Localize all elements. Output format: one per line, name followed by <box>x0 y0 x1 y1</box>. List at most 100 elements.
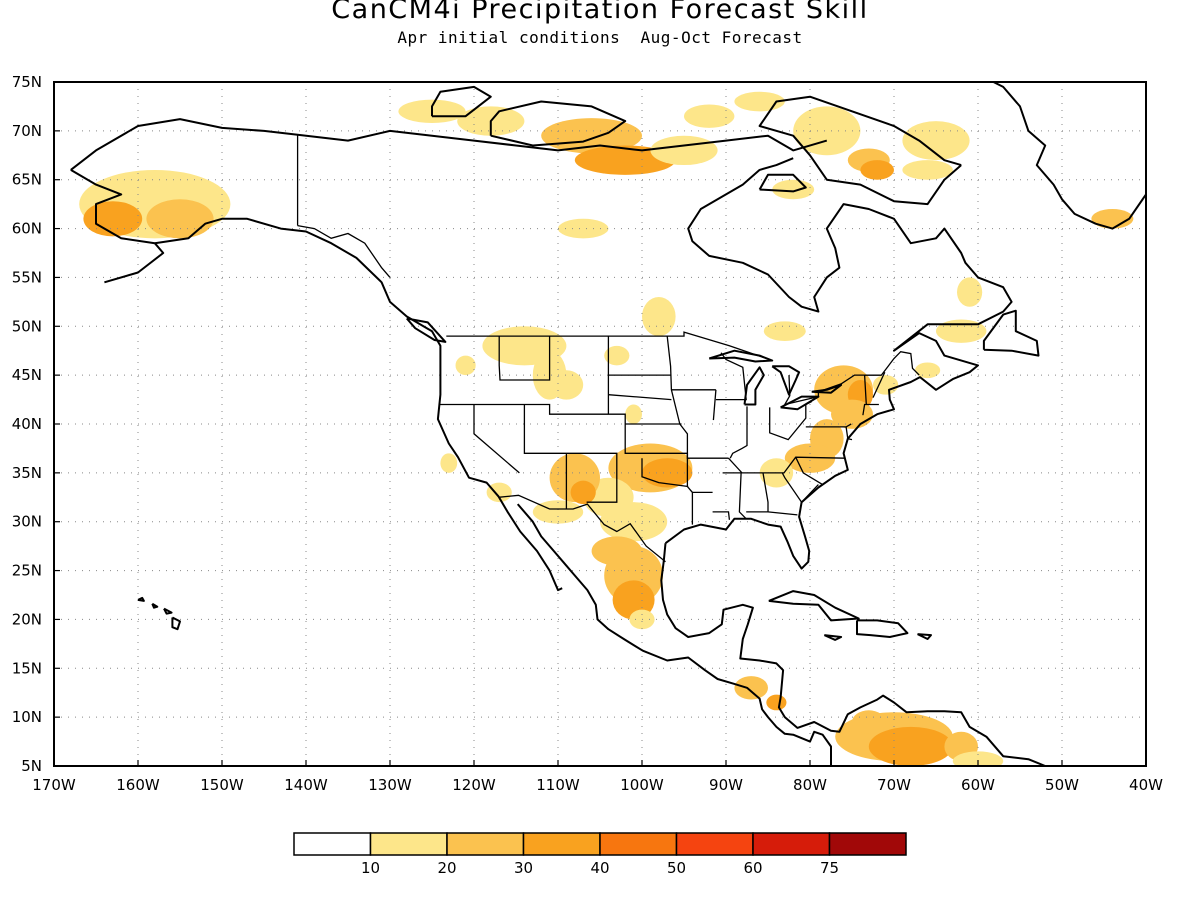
state-boundary <box>523 404 618 503</box>
coastline <box>431 85 492 118</box>
state-boundary <box>666 336 694 525</box>
state-boundary <box>845 426 853 441</box>
state-boundary <box>446 331 773 362</box>
colorbar-swatch <box>293 832 372 856</box>
lat-label-40n: 40N <box>12 415 42 433</box>
skill-region <box>873 375 899 395</box>
lon-label-140w: 140W <box>284 776 328 794</box>
lon-label-150w: 150W <box>200 776 244 794</box>
state-boundary <box>795 456 823 486</box>
lat-label-75n: 75N <box>12 73 42 91</box>
colorbar-label: 75 <box>820 859 839 877</box>
skill-region <box>625 404 642 424</box>
colorbar-swatch <box>828 832 907 856</box>
skill-region <box>574 145 676 175</box>
colorbar-legend: 10 20 30 40 50 60 75 <box>293 832 907 877</box>
coastline <box>768 590 860 622</box>
coastline <box>982 309 1040 357</box>
lat-label-70n: 70N <box>12 122 42 140</box>
colorbar-label: 40 <box>590 859 609 877</box>
skill-region <box>902 160 953 180</box>
coastline <box>771 365 801 396</box>
colorbar-label: 20 <box>437 859 456 877</box>
state-boundary <box>641 458 689 488</box>
coastline <box>917 633 932 640</box>
skill-region <box>642 458 693 488</box>
skill-region <box>772 179 815 200</box>
skill-region <box>600 502 668 542</box>
coastline <box>743 366 765 406</box>
skill-region <box>650 135 718 166</box>
skill-region <box>558 218 609 239</box>
skill-region <box>440 453 458 473</box>
skill-region <box>532 500 584 524</box>
lat-label-45n: 45N <box>12 366 42 384</box>
skill-region <box>957 277 983 307</box>
state-boundary <box>746 472 769 513</box>
coastline <box>758 173 807 193</box>
lon-label-40w: 40W <box>1129 776 1163 794</box>
skill-region <box>486 482 512 503</box>
skill-region <box>831 399 873 429</box>
skill-region <box>763 321 806 341</box>
coastline <box>991 82 1146 230</box>
skill-region <box>915 362 941 379</box>
coastline <box>758 95 962 206</box>
state-boundary <box>783 350 920 406</box>
grid-lines <box>54 82 1146 766</box>
lon-label-110w: 110W <box>536 776 580 794</box>
lon-label-50w: 50W <box>1045 776 1079 794</box>
skill-region <box>83 201 143 237</box>
lat-label-25n: 25N <box>12 562 42 580</box>
coastline <box>708 349 774 363</box>
coastlines <box>70 82 1146 766</box>
lon-label-60w: 60W <box>961 776 995 794</box>
coastline <box>516 503 832 766</box>
map-subtitle: Apr initial conditions Aug-Oct Forecast <box>0 28 1200 47</box>
state-boundary <box>722 472 747 520</box>
colorbar-label: 10 <box>361 859 380 877</box>
coastline <box>137 596 145 602</box>
lon-label-170w: 170W <box>32 776 76 794</box>
colorbar-swatch <box>675 832 754 856</box>
lat-label-55n: 55N <box>12 268 42 286</box>
colorbar-swatch <box>446 832 525 856</box>
skill-region <box>852 710 886 734</box>
lon-label-70w: 70W <box>877 776 911 794</box>
skill-region <box>549 370 584 400</box>
lon-label-120w: 120W <box>452 776 496 794</box>
colorbar-swatch <box>752 832 831 856</box>
skill-region <box>784 443 836 473</box>
coastline <box>856 619 909 638</box>
coastline <box>163 607 173 615</box>
skill-region <box>936 319 987 343</box>
coastline <box>823 634 843 641</box>
lat-label-20n: 20N <box>12 610 42 628</box>
subtitle-forecast-period: Aug-Oct Forecast <box>640 28 803 47</box>
coastline <box>171 616 181 631</box>
colorbar-label: 30 <box>514 859 533 877</box>
skill-region <box>642 296 676 337</box>
state-boundary <box>712 511 731 520</box>
lon-label-90w: 90W <box>709 776 743 794</box>
state-boundary <box>608 394 672 401</box>
state-boundary <box>862 403 879 416</box>
state-boundary <box>712 389 717 421</box>
colorbar-label: 50 <box>667 859 686 877</box>
axis-ticks: 75N 70N 65N 60N 55N 50N 45N 40N 35N 30N 25N 20N 15N 1… <box>12 73 1163 794</box>
coastline <box>660 543 1046 766</box>
coastline <box>70 169 165 284</box>
skill-region <box>455 355 476 376</box>
state-boundary <box>769 400 812 441</box>
skill-region <box>612 580 655 620</box>
lon-label-80w: 80W <box>793 776 827 794</box>
lat-label-65n: 65N <box>12 171 42 189</box>
colorbar-swatch <box>599 832 678 856</box>
coastline <box>70 118 828 171</box>
coastline <box>489 100 627 147</box>
state-boundary <box>729 406 748 459</box>
skill-region <box>1091 209 1134 229</box>
lat-label-60n: 60N <box>12 220 42 238</box>
skill-region <box>684 104 735 128</box>
